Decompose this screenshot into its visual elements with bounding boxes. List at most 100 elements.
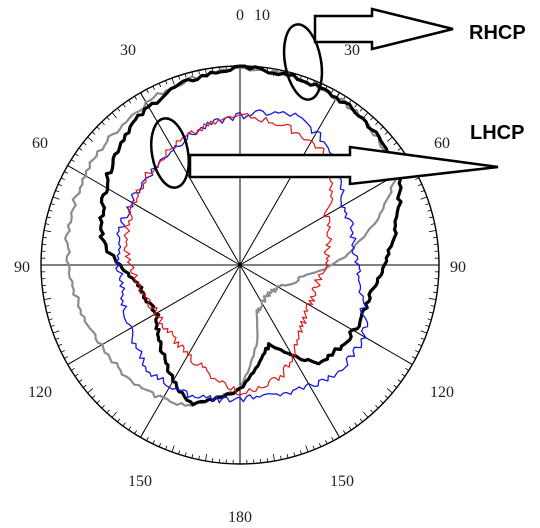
polar-minor-tick — [128, 99, 132, 104]
polar-minor-tick — [111, 411, 117, 418]
polar-minor-tick — [87, 136, 94, 142]
tick-label-30-left: 30 — [120, 42, 136, 59]
polar-minor-tick — [78, 379, 83, 383]
polar-minor-tick — [106, 409, 110, 414]
polar-minor-tick — [171, 445, 175, 453]
polar-minor-tick — [384, 131, 389, 135]
polar-minor-tick — [122, 422, 126, 427]
polar-minor-tick — [152, 85, 155, 90]
annotations: RHCP LHCP — [150, 7, 526, 189]
polar-minor-tick — [406, 360, 413, 365]
polar-minor-tick — [184, 452, 187, 457]
polar-minor-tick — [397, 147, 402, 151]
polar-minor-tick — [429, 297, 437, 300]
polar-minor-tick — [348, 426, 352, 431]
polar-minor-tick — [42, 291, 47, 294]
polar-minor-tick — [101, 121, 105, 125]
polar-spoke-210 — [140, 264, 241, 438]
polar-minor-tick — [52, 196, 60, 200]
polar-minor-tick — [74, 373, 79, 377]
polar-minor-tick — [370, 409, 374, 414]
polar-minor-tick — [46, 311, 51, 314]
polar-minor-tick — [82, 384, 87, 388]
tick-label-150-left: 150 — [128, 473, 152, 490]
tick-label-90-right: 90 — [450, 259, 466, 276]
polar-minor-tick — [42, 236, 47, 239]
polar-minor-tick — [191, 454, 194, 459]
tick-label-150-right: 150 — [330, 473, 354, 490]
polar-minor-tick — [375, 121, 379, 125]
polar-minor-tick — [134, 95, 138, 100]
polar-minor-tick — [48, 318, 53, 321]
polar-minor-tick — [43, 230, 51, 233]
polar-minor-tick — [429, 311, 434, 314]
polar-minor-tick — [152, 440, 155, 445]
polar-minor-tick — [58, 183, 62, 187]
polar-minor-tick — [375, 405, 379, 409]
polar-minor-tick — [386, 388, 393, 394]
polar-minor-tick — [45, 305, 50, 307]
lhcp-arrow — [188, 145, 499, 186]
polar-minor-tick — [425, 324, 430, 327]
polar-minor-tick — [272, 454, 275, 462]
polar-minor-tick — [380, 400, 384, 404]
polar-minor-tick — [45, 223, 50, 225]
polar-spoke-60 — [239, 165, 413, 266]
polar-minor-tick — [359, 107, 363, 112]
polar-minor-tick — [418, 183, 422, 187]
polar-minor-tick — [427, 318, 432, 321]
tick-label-90-left: 90 — [14, 259, 30, 276]
polar-minor-tick — [106, 116, 110, 121]
polar-minor-tick — [67, 360, 74, 365]
polar-minor-tick — [178, 75, 181, 80]
rhcp-callout-ellipse — [282, 23, 324, 101]
polar-minor-tick — [331, 89, 334, 93]
polar-minor-tick — [415, 177, 420, 180]
tick-label-180: 180 — [228, 509, 252, 526]
polar-minor-tick — [370, 116, 374, 121]
tick-label-10: 10 — [254, 7, 270, 24]
polar-minor-tick — [158, 83, 162, 87]
polar-minor-tick — [198, 455, 200, 460]
polar-minor-tick — [286, 454, 289, 459]
polar-minor-tick — [420, 330, 428, 334]
polar-minor-tick — [140, 431, 145, 438]
polar-minor-tick — [91, 131, 96, 135]
polar-spoke-120 — [239, 264, 413, 365]
polar-minor-tick — [52, 330, 60, 334]
polar-minor-tick — [266, 458, 269, 463]
polar-minor-tick — [433, 291, 438, 294]
polar-spoke-150 — [239, 264, 340, 438]
rhcp-label: RHCP — [469, 22, 526, 44]
tick-label-120-right: 120 — [430, 384, 454, 401]
polar-minor-tick — [359, 418, 363, 423]
polar-minor-tick — [331, 437, 334, 441]
angular-tick-labels: 0 10 30 60 90 120 150 180 150 120 90 60 … — [14, 7, 466, 526]
polar-minor-tick — [91, 395, 96, 399]
polar-minor-tick — [393, 384, 398, 388]
polar-minor-tick — [430, 223, 435, 225]
polar-minor-tick — [318, 443, 322, 447]
polar-minor-tick — [405, 367, 410, 371]
polar-minor-tick — [299, 450, 302, 455]
polar-minor-tick — [46, 216, 51, 219]
polar-minor-tick — [354, 103, 358, 108]
polar-minor-tick — [55, 190, 60, 193]
polar-minor-tick — [191, 71, 194, 76]
polar-minor-tick — [87, 388, 94, 394]
polar-minor-tick — [415, 350, 420, 353]
polar-minor-tick — [342, 430, 346, 435]
polar-minor-tick — [386, 136, 393, 142]
polar-minor-tick — [178, 450, 181, 455]
polar-minor-tick — [420, 190, 425, 193]
polar-minor-tick — [111, 112, 117, 119]
polar-minor-tick — [305, 445, 309, 453]
polar-minor-tick — [158, 443, 162, 447]
polar-minor-tick — [205, 454, 208, 462]
polar-minor-tick — [380, 126, 384, 130]
polar-grid — [40, 65, 440, 465]
polar-minor-tick — [363, 112, 369, 119]
polar-minor-tick — [48, 209, 53, 212]
tick-label-30-right: 30 — [344, 42, 360, 59]
